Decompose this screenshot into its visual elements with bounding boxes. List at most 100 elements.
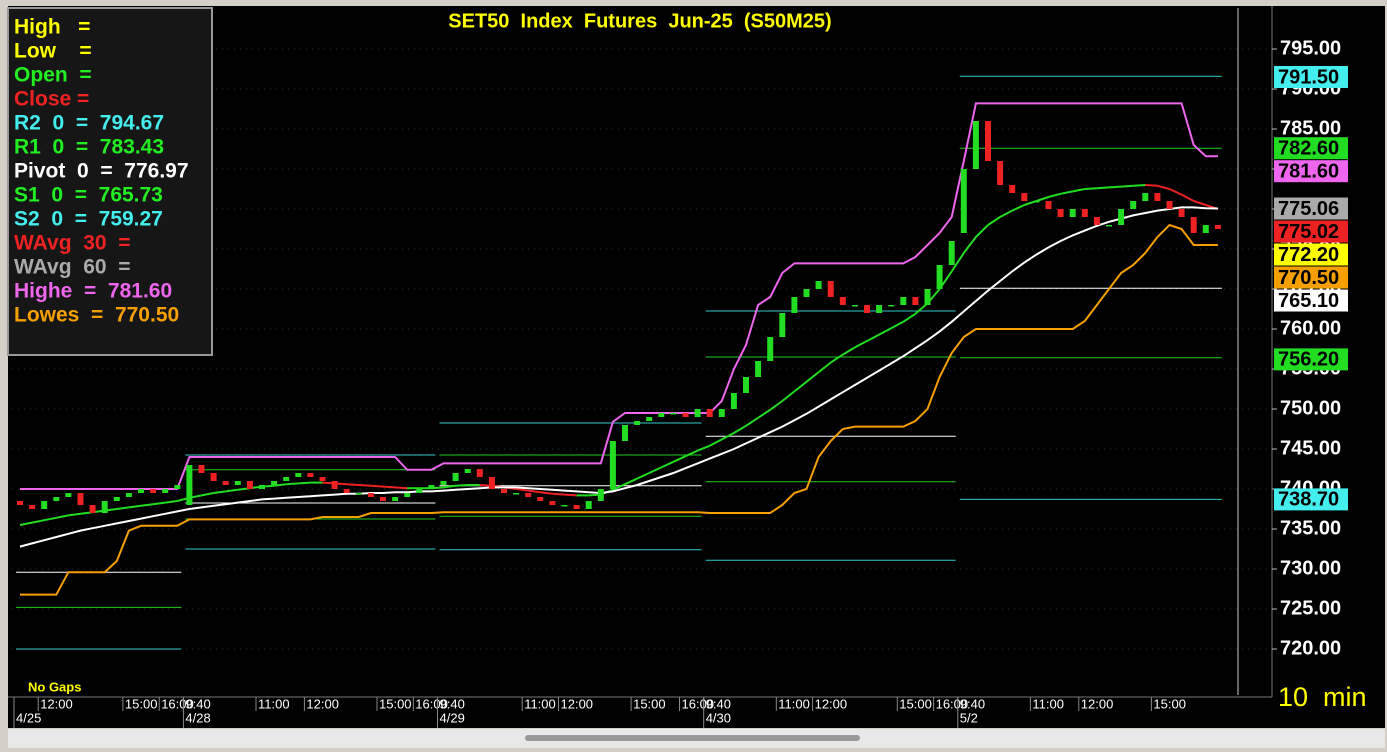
- x-tick-label: 9:40: [960, 696, 985, 711]
- wavg-line: [1193, 200, 1207, 206]
- candle: [839, 297, 846, 305]
- wavg-line: [31, 519, 45, 524]
- candle: [464, 469, 471, 473]
- x-tick-label: 12:00: [306, 696, 339, 711]
- wavg-line: [1048, 192, 1061, 198]
- candle: [355, 493, 362, 495]
- wavg-line: [395, 486, 408, 490]
- wavg-line: [757, 408, 771, 419]
- candle: [501, 489, 507, 493]
- candle: [791, 297, 798, 313]
- value-tag-label: 770.50: [1278, 267, 1339, 289]
- candle: [162, 489, 169, 493]
- candle: [331, 481, 338, 489]
- candle: [634, 421, 641, 425]
- value-tag-label: 756.20: [1278, 349, 1339, 371]
- x-tick-label: 11:00: [1032, 696, 1064, 711]
- value-tag-label: 772.20: [1278, 244, 1339, 266]
- wavg-line: [455, 484, 468, 487]
- x-tick-label: 9:40: [440, 696, 465, 711]
- candle: [259, 485, 265, 489]
- y-tick-label: 795.00: [1280, 37, 1341, 59]
- candle: [1093, 217, 1100, 225]
- indicator-line: [20, 102, 1218, 490]
- candle: [755, 361, 762, 377]
- info-line: High =: [14, 16, 90, 39]
- candle: [186, 465, 193, 505]
- wavg-line: [358, 484, 371, 487]
- candle: [912, 297, 919, 305]
- candle: [17, 501, 23, 505]
- candle: [948, 241, 955, 265]
- candle: [972, 121, 979, 169]
- wavg-line: [769, 400, 783, 411]
- value-tag: [1274, 220, 1348, 243]
- x-tick-label: 15:00: [1153, 696, 1186, 711]
- candle: [77, 493, 84, 505]
- x-tick-label: 11:00: [524, 696, 556, 711]
- candle: [101, 501, 108, 513]
- wavg-line: [225, 488, 238, 493]
- candle: [561, 505, 568, 507]
- value-tag: [1274, 289, 1348, 312]
- value-tag: [1274, 66, 1348, 88]
- candle: [452, 473, 459, 481]
- candle: [89, 505, 96, 513]
- candle: [936, 265, 943, 289]
- wavg-line: [540, 491, 553, 495]
- wavg-line: [830, 353, 844, 364]
- info-line: S1 0 = 765.73: [14, 184, 163, 207]
- candle: [960, 169, 967, 233]
- candle: [234, 481, 241, 485]
- x-tick-label: 12:00: [815, 696, 848, 711]
- candle: [827, 281, 834, 297]
- wavg-line: [721, 432, 735, 441]
- candle: [125, 493, 132, 497]
- candle: [718, 409, 725, 417]
- info-line: Highe = 781.60: [14, 280, 172, 303]
- candle: [549, 501, 556, 505]
- candle: [1081, 209, 1088, 217]
- info-line: Close =: [14, 88, 89, 111]
- wavg-line: [963, 236, 977, 254]
- wavg-line: [890, 320, 904, 330]
- x-tick-label: 16:00: [682, 696, 715, 711]
- wavg-line: [1181, 193, 1195, 202]
- candle: [851, 305, 858, 307]
- candle: [198, 465, 205, 473]
- indicator-line: [20, 223, 1218, 596]
- wavg-line: [1036, 196, 1049, 202]
- candle: [1069, 209, 1076, 217]
- x-tick-label: 9:40: [706, 696, 731, 711]
- info-line: WAvg 60 =: [14, 256, 131, 279]
- info-line: R2 0 = 794.67: [14, 112, 164, 135]
- info-line: Low =: [14, 40, 92, 63]
- candle: [1202, 225, 1209, 233]
- wavg-line: [672, 455, 686, 463]
- wavg-line: [817, 361, 832, 373]
- y-tick-label: 785.00: [1280, 117, 1341, 139]
- wavg-line: [1072, 188, 1085, 193]
- y-tick-label: 730.00: [1280, 557, 1341, 579]
- candle: [585, 501, 592, 509]
- wavg-line: [902, 312, 916, 323]
- candle: [1118, 209, 1125, 225]
- x-tick-label: 16:00: [161, 696, 194, 711]
- candle: [815, 281, 822, 289]
- candle: [876, 305, 883, 313]
- info-box: [7, 7, 213, 356]
- x-tick-label: 15:00: [633, 696, 666, 711]
- candle: [573, 505, 580, 509]
- y-tick-label: 735.00: [1280, 517, 1341, 539]
- candle: [537, 497, 544, 501]
- value-tag-label: 775.06: [1278, 198, 1339, 220]
- y-tick-label: 745.00: [1280, 437, 1341, 459]
- value-tag: [1274, 266, 1348, 289]
- value-tag-label: 775.02: [1278, 221, 1339, 243]
- scroll-thumb[interactable]: [525, 735, 860, 741]
- wavg-line: [443, 484, 456, 489]
- wavg-line: [660, 460, 674, 469]
- candle: [416, 489, 423, 493]
- y-tick-label: 760.00: [1280, 317, 1341, 339]
